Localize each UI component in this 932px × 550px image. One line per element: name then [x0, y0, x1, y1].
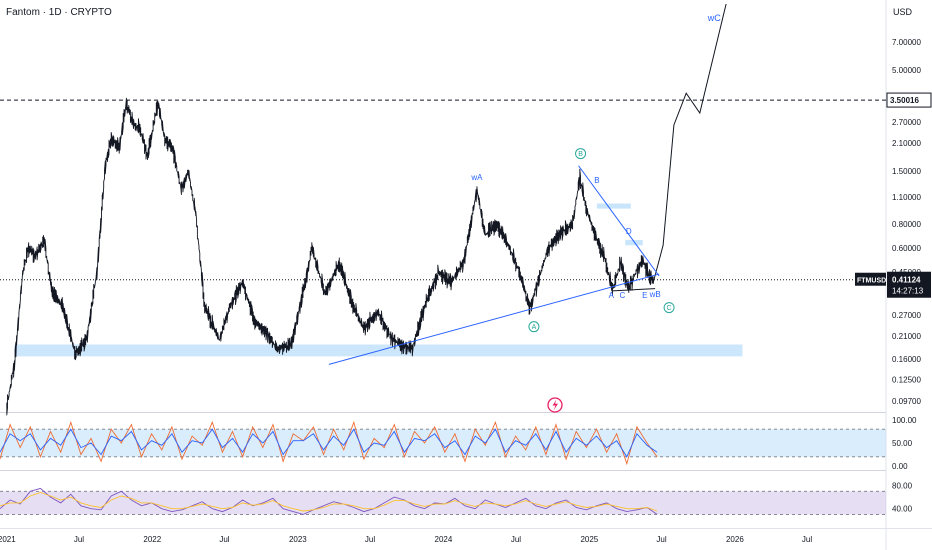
indicator-tick-label: 40.00 — [892, 505, 913, 514]
indicator-line[interactable] — [0, 428, 658, 458]
price-tick-label: 0.60000 — [892, 244, 921, 253]
wave-label-circle — [575, 148, 587, 160]
wave-label: A — [532, 324, 537, 331]
time-tick-label: Jul — [74, 535, 84, 544]
wave-label: C — [667, 305, 672, 312]
price-tick-label: 0.80000 — [892, 220, 921, 229]
wave-label: E — [642, 291, 647, 300]
wave-label: B — [594, 176, 599, 185]
price-tick-label: 1.50000 — [892, 167, 921, 176]
wave-label: D — [626, 227, 632, 236]
wave-label: C — [620, 291, 626, 300]
time-tick-label: 2024 — [435, 535, 453, 544]
price-series[interactable] — [6, 97, 655, 416]
trendline[interactable] — [328, 273, 660, 365]
chart-title: Fantom · 1D · CRYPTO — [6, 7, 112, 18]
last-price-value: 0.41124 — [892, 276, 921, 285]
time-tick-label: Jul — [511, 535, 521, 544]
projection-path[interactable] — [653, 3, 727, 281]
indicator-tick-label: 80.00 — [892, 482, 913, 491]
triangle-base-line[interactable] — [612, 288, 656, 292]
time-axis[interactable]: 2021 Jul 2022 Jul 2023 Jul 2024 Jul 2025 Jul 2026 J… — [0, 535, 812, 544]
time-tick-label: Jul — [219, 535, 229, 544]
indicator-band — [0, 491, 886, 515]
price-tick-label: 0.27000 — [892, 311, 921, 320]
wave-label: B — [578, 151, 583, 158]
price-axis[interactable]: 7.00000 5.00000 2.70000 2.10000 1.50000 1.100… — [855, 38, 932, 514]
time-tick-label: Jul — [365, 535, 375, 544]
oscillator-pane[interactable] — [0, 487, 886, 515]
time-tick-label: Jul — [802, 535, 812, 544]
wave-label-circle — [528, 321, 540, 333]
wave-label: wA — [470, 173, 483, 182]
indicator-line[interactable] — [0, 487, 658, 515]
indicator-tick-label: 50.00 — [892, 439, 913, 448]
lightning-alert-icon[interactable] — [547, 397, 563, 413]
wave-label-circle — [663, 302, 675, 314]
price-tick-label: 2.10000 — [892, 139, 921, 148]
price-tick-label: 0.21000 — [892, 332, 921, 341]
ref-level-tag — [886, 92, 932, 108]
ticker-label: FTMUSD — [857, 278, 886, 285]
price-tick-label: 0.12500 — [892, 376, 921, 385]
currency-label: USD — [893, 7, 913, 17]
price-tick-label: 0.09700 — [892, 397, 921, 406]
highlight-band[interactable] — [596, 203, 631, 209]
ref-level-label: 3.50016 — [890, 96, 919, 105]
price-tick-label: 5.00000 — [892, 66, 921, 75]
wave-label: A — [609, 291, 615, 300]
trendline[interactable] — [578, 165, 660, 277]
time-tick-label: 2021 — [0, 535, 16, 544]
time-tick-label: 2023 — [289, 535, 307, 544]
wave-label: wC — [707, 13, 721, 23]
price-tick-label: 1.10000 — [892, 193, 921, 202]
time-tick-label: 2025 — [580, 535, 598, 544]
rsi-pane[interactable] — [0, 420, 886, 466]
price-tick-label: 0.16000 — [892, 355, 921, 364]
time-tick-label: 2026 — [726, 535, 744, 544]
last-price-tag — [887, 271, 931, 298]
time-tick-label: 2022 — [143, 535, 161, 544]
indicator-line[interactable] — [0, 420, 658, 466]
highlight-band[interactable] — [625, 240, 643, 246]
indicator-line[interactable] — [0, 492, 658, 512]
time-tick-label: Jul — [656, 535, 666, 544]
last-price-countdown: 14:27:13 — [892, 287, 924, 296]
indicator-tick-label: 0.00 — [892, 462, 908, 471]
wave-label: wB — [649, 290, 661, 299]
price-tick-label: 7.00000 — [892, 38, 921, 47]
price-tick-label: 2.70000 — [892, 118, 921, 127]
indicator-tick-label: 100.00 — [892, 416, 917, 425]
ticker-tag — [855, 272, 886, 286]
